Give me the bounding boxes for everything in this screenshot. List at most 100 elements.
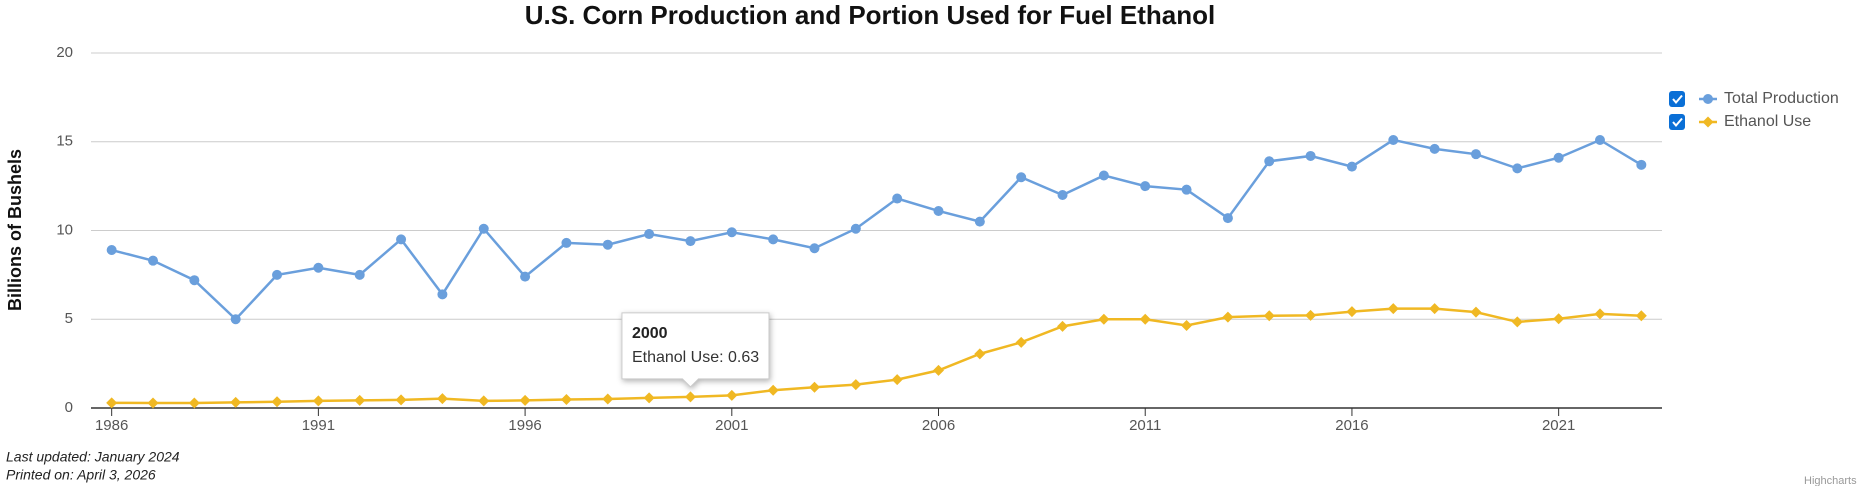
y-tick-label: 15 — [56, 133, 73, 150]
footer-line: Last updated: January 2024 — [6, 449, 180, 465]
point — [230, 396, 242, 408]
point — [643, 392, 655, 404]
point — [850, 223, 861, 234]
point — [1470, 149, 1481, 160]
point — [189, 275, 200, 286]
point — [272, 269, 283, 280]
point — [106, 397, 118, 409]
point — [1305, 150, 1316, 161]
point — [1346, 161, 1357, 172]
y-tick-label: 5 — [65, 310, 73, 327]
point — [1553, 152, 1564, 163]
legend-checkbox[interactable] — [1669, 91, 1685, 107]
point — [561, 237, 572, 248]
point — [1387, 303, 1399, 315]
point — [1511, 316, 1523, 328]
x-tick-label: 2016 — [1335, 417, 1368, 434]
point — [891, 374, 903, 386]
point — [1057, 190, 1068, 200]
point — [354, 394, 366, 406]
x-tick-label: 1991 — [302, 417, 335, 434]
point — [147, 397, 159, 409]
point — [685, 236, 696, 247]
point — [188, 397, 200, 409]
point — [974, 348, 986, 360]
point — [1057, 320, 1069, 332]
legend-checkbox[interactable] — [1669, 114, 1685, 130]
point — [1429, 143, 1440, 154]
series-line — [111, 138, 1642, 322]
footer-line: Printed on: April 3, 2026 — [6, 467, 156, 483]
tooltip-text: Ethanol Use: 0.63 — [632, 349, 759, 366]
point — [1470, 306, 1482, 318]
point — [395, 394, 407, 406]
y-tick-label: 20 — [56, 44, 73, 61]
point — [602, 239, 613, 250]
point — [1098, 170, 1109, 181]
x-tick-label: 2001 — [715, 417, 748, 434]
chart-title: U.S. Corn Production and Portion Used fo… — [525, 0, 1215, 30]
point — [1181, 319, 1193, 331]
credit: Highcharts — [1804, 475, 1857, 486]
point — [396, 234, 407, 245]
point — [808, 381, 820, 393]
point — [1305, 309, 1317, 321]
point — [560, 393, 572, 405]
point — [1703, 94, 1713, 104]
point — [271, 396, 283, 408]
point — [1098, 313, 1110, 325]
point — [436, 393, 448, 405]
legend-label[interactable]: Total Production — [1724, 90, 1839, 107]
point — [1222, 213, 1233, 224]
y-tick-label: 0 — [65, 399, 73, 416]
point — [768, 234, 779, 245]
checkmark — [1672, 94, 1683, 105]
point — [1702, 116, 1714, 128]
point — [478, 223, 489, 234]
x-tick-label: 2021 — [1542, 417, 1575, 434]
point — [230, 314, 241, 325]
y-tick-label: 10 — [56, 221, 73, 238]
point — [1512, 163, 1523, 174]
point — [1346, 306, 1358, 318]
point — [974, 216, 985, 227]
point — [644, 229, 655, 240]
point — [519, 394, 531, 406]
checkmark — [1672, 117, 1683, 128]
point — [602, 393, 614, 405]
point — [1222, 311, 1234, 323]
point — [106, 245, 117, 256]
x-tick-label: 1996 — [508, 417, 541, 434]
point — [1139, 313, 1151, 325]
point — [809, 243, 820, 254]
point — [520, 271, 531, 282]
point — [313, 262, 324, 273]
point — [1594, 308, 1606, 320]
legend-label[interactable]: Ethanol Use — [1724, 113, 1811, 130]
x-tick-label: 2011 — [1129, 417, 1161, 434]
point — [1140, 181, 1151, 192]
point — [1635, 310, 1647, 322]
point — [1264, 156, 1275, 167]
point — [767, 384, 779, 396]
point — [684, 391, 696, 403]
point — [1553, 313, 1565, 325]
x-tick-label: 2006 — [922, 417, 955, 434]
x-tick-label: 1986 — [95, 417, 128, 434]
tooltip-title: 2000 — [632, 325, 668, 342]
point — [726, 389, 738, 401]
point — [1636, 159, 1647, 170]
point — [148, 255, 159, 266]
point — [726, 227, 737, 238]
point — [1181, 184, 1192, 195]
y-axis-label: Billions of Bushels — [5, 149, 25, 311]
point — [1388, 134, 1399, 145]
point — [892, 193, 903, 204]
point — [1015, 336, 1027, 348]
point — [437, 289, 448, 300]
point — [850, 379, 862, 391]
point — [933, 205, 944, 216]
point — [1594, 134, 1605, 145]
